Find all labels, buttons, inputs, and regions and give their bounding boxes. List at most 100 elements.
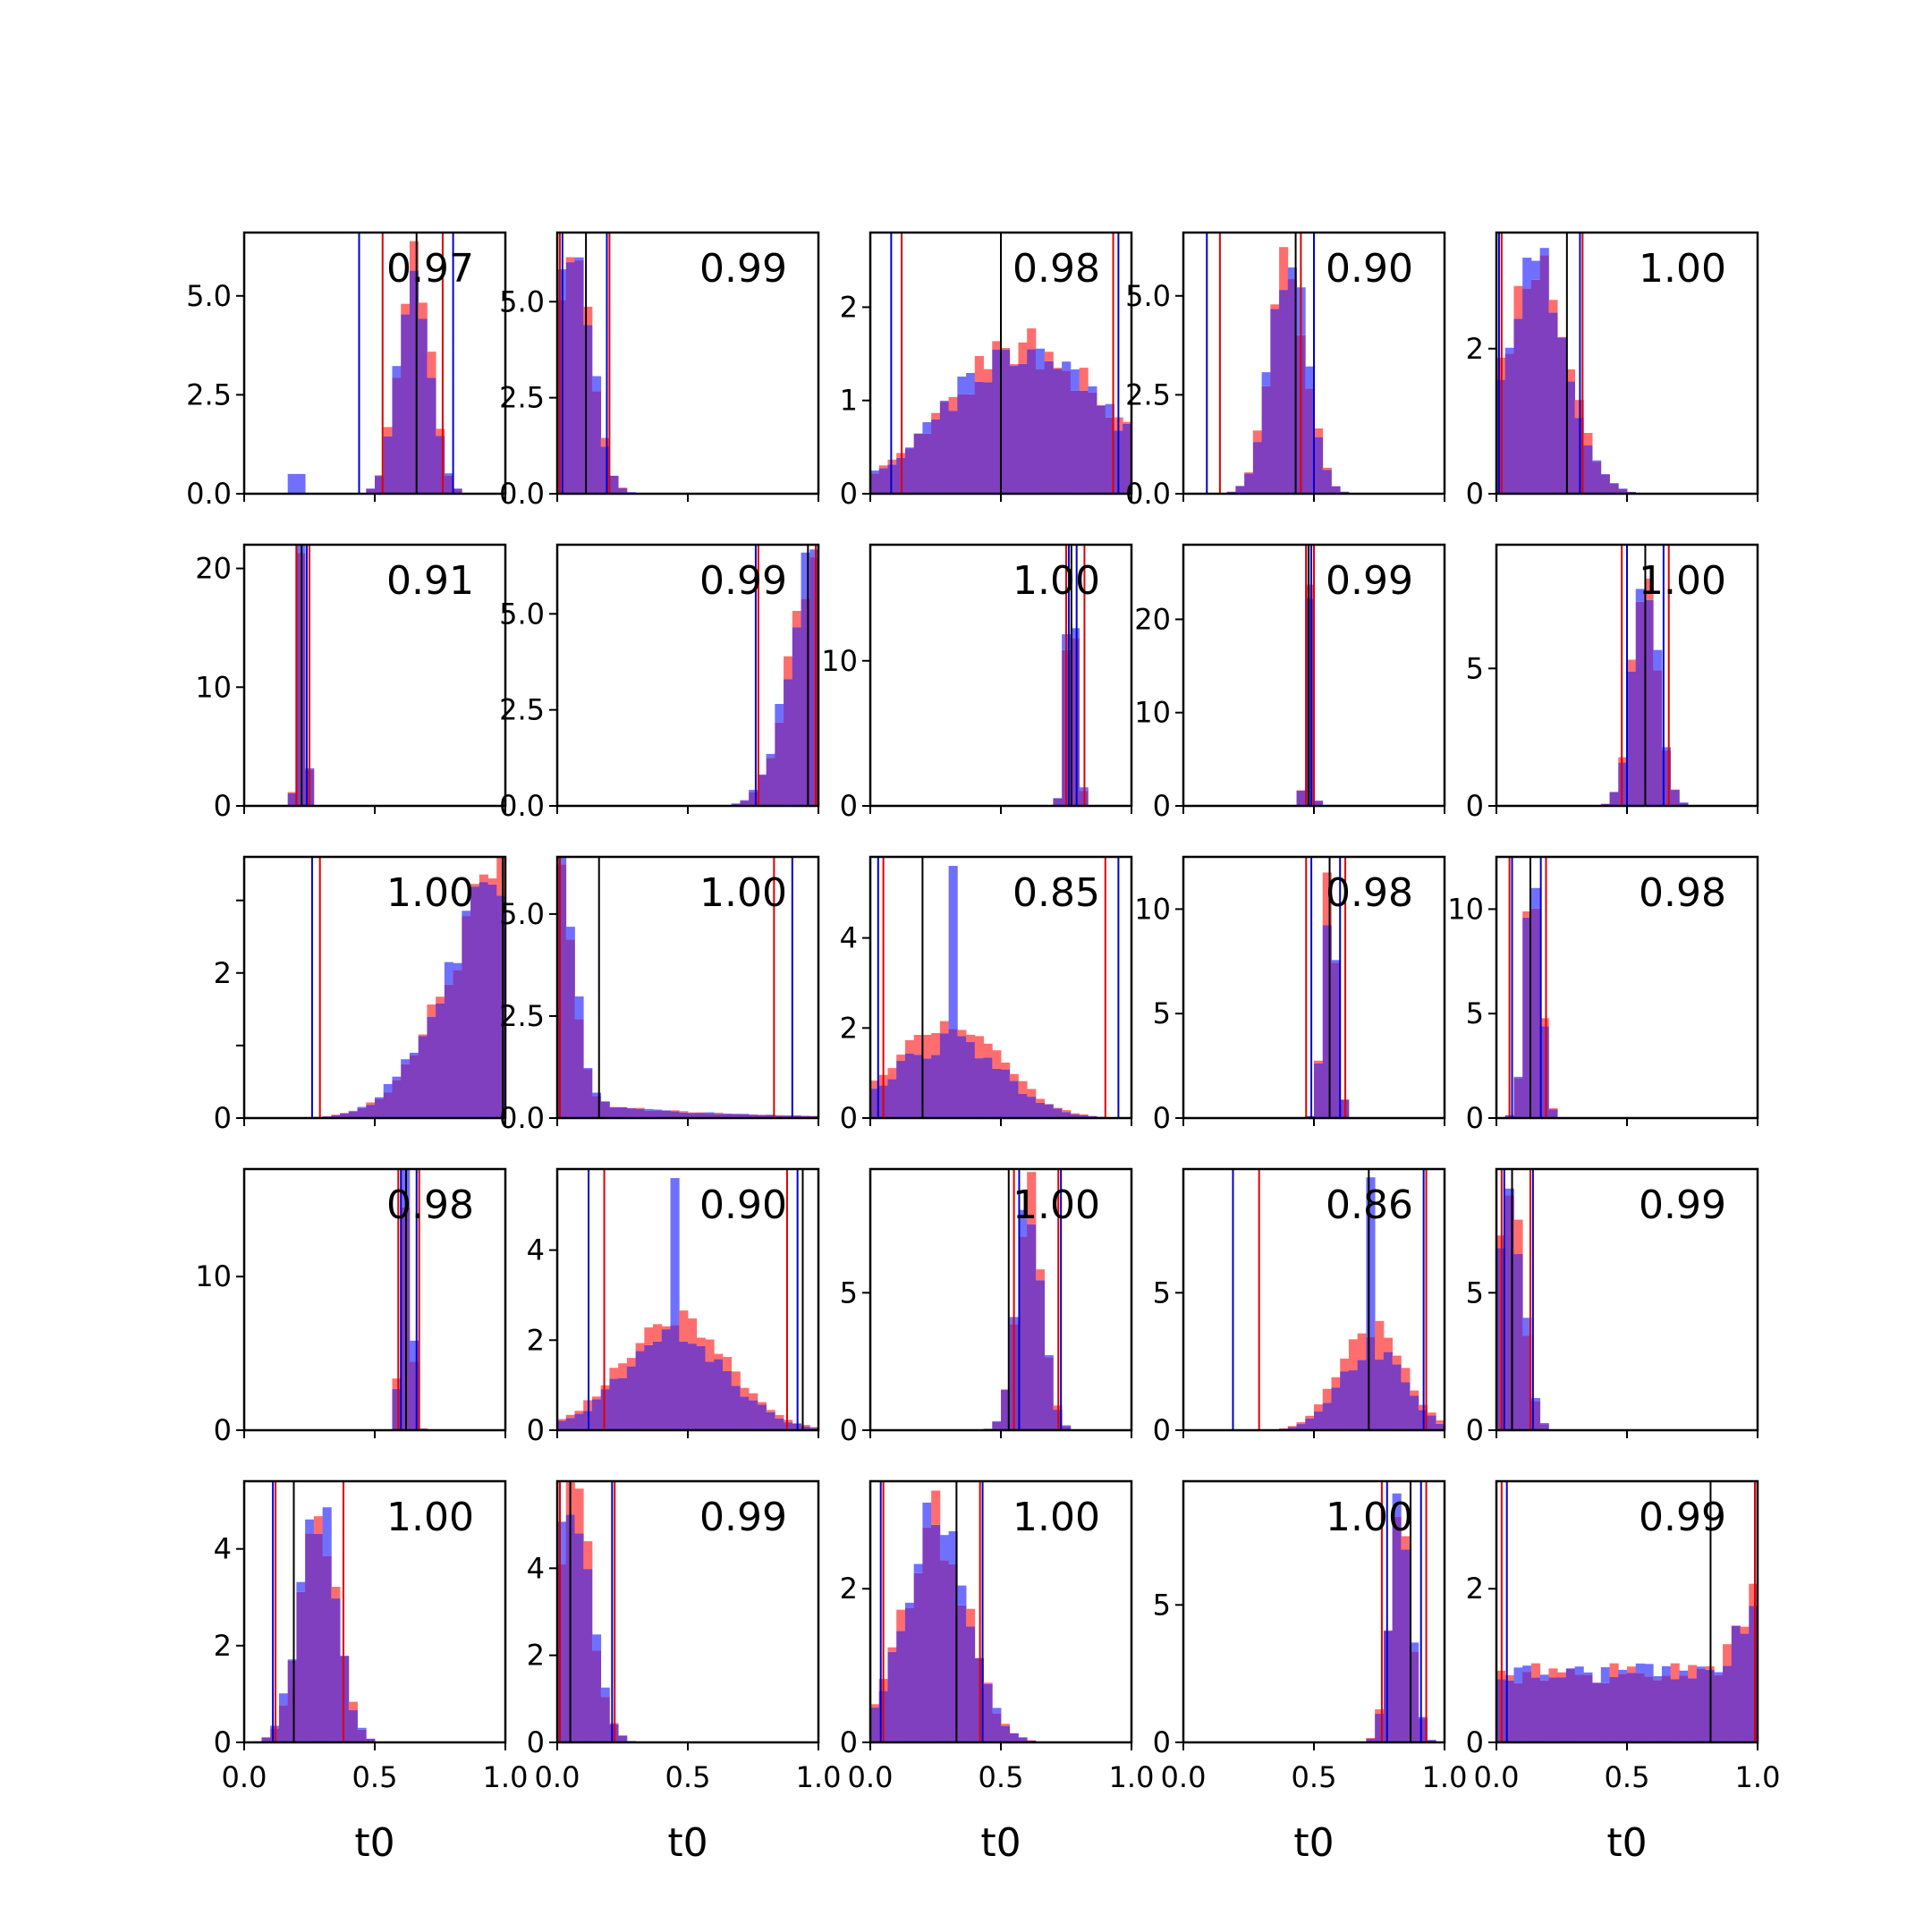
- hist-bar-blue: [392, 366, 402, 378]
- hist-bar-overlap: [1410, 1395, 1419, 1430]
- hist-bar-overlap: [278, 1705, 289, 1742]
- x-tick-label: 0.0: [1161, 1760, 1207, 1794]
- y-tick-label: 2.5: [499, 693, 545, 727]
- hist-bar-blue: [278, 1693, 289, 1706]
- x-tick-label: 0.5: [979, 1760, 1024, 1794]
- hist-bar-red: [1079, 1114, 1089, 1115]
- hist-bar-overlap: [331, 1114, 341, 1118]
- hist-bar-red: [714, 1113, 724, 1114]
- y-tick-label: 2.5: [499, 999, 545, 1033]
- y-tick-label: 0: [1153, 789, 1171, 823]
- y-tick-label: 5.0: [499, 897, 545, 931]
- y-tick-label: 1: [840, 384, 858, 418]
- hist-bar-overlap: [1331, 486, 1341, 494]
- panel-score: 0.85: [1013, 870, 1100, 916]
- hist-bar-overlap: [574, 1413, 584, 1430]
- hist-bar-blue: [731, 803, 741, 804]
- hist-bar-overlap: [1557, 337, 1567, 494]
- hist-bar-red: [1583, 433, 1593, 445]
- hist-bar-overlap: [714, 1359, 724, 1430]
- hist-bar-overlap: [653, 1341, 663, 1430]
- hist-bar-blue: [644, 1108, 654, 1111]
- hist-bar-red: [931, 1033, 941, 1055]
- hist-bar-blue: [1513, 1076, 1523, 1079]
- hist-bar-blue: [1635, 589, 1645, 602]
- hist-bar-overlap: [992, 1068, 1002, 1118]
- hist-bar-overlap: [1296, 1424, 1306, 1430]
- hist-bar-overlap: [618, 1106, 628, 1118]
- hist-bar-overlap: [436, 1003, 445, 1118]
- hist-bar-overlap: [1548, 1677, 1558, 1742]
- y-tick-label: 0.0: [186, 477, 232, 511]
- hist-bar-red: [766, 1410, 775, 1412]
- panel-score: 0.99: [699, 1495, 787, 1540]
- hist-bar-blue: [1070, 628, 1080, 639]
- y-tick-label: 2.5: [186, 377, 232, 411]
- hist-bar-red: [992, 1050, 1002, 1069]
- hist-bar-red: [887, 1647, 897, 1652]
- y-tick-label: 5.0: [499, 597, 545, 631]
- hist-bar-red: [331, 1114, 341, 1115]
- hist-bar-red: [1740, 1626, 1750, 1634]
- hist-bar-overlap: [574, 1533, 584, 1742]
- hist-bar-red: [1392, 1355, 1402, 1365]
- y-tick-label: 0: [1466, 789, 1484, 823]
- y-tick-label: 2: [214, 956, 232, 990]
- hist-bar-overlap: [1009, 1733, 1019, 1742]
- hist-bar-overlap: [1314, 1411, 1324, 1430]
- hist-bar-overlap: [600, 446, 610, 494]
- hist-bar-overlap: [600, 1389, 610, 1430]
- hist-bar-overlap: [1314, 436, 1324, 494]
- hist-bar-red: [1009, 364, 1019, 367]
- hist-bar-red: [348, 1701, 358, 1711]
- hist-bar-overlap: [749, 1114, 758, 1118]
- y-tick-label: 0: [1466, 1725, 1484, 1759]
- hist-bar-red: [757, 1402, 767, 1405]
- hist-bar-overlap: [904, 448, 915, 494]
- y-tick-label: 4: [527, 1551, 545, 1585]
- hist-bar-overlap: [1670, 1679, 1680, 1742]
- hist-bar-overlap: [1749, 1606, 1758, 1742]
- panel-r1-c3: 0 10 20 0.99: [1134, 543, 1446, 823]
- panel-score: 0.86: [1326, 1182, 1413, 1228]
- hist-bar-red: [931, 412, 941, 419]
- hist-bar-red: [705, 1339, 715, 1362]
- hist-bar-overlap: [1392, 1516, 1402, 1742]
- hist-bar-blue: [1287, 267, 1297, 280]
- hist-bar-overlap: [1539, 255, 1549, 494]
- hist-bar-blue: [670, 1178, 680, 1326]
- hist-bar-blue: [809, 549, 819, 558]
- hist-bar-overlap: [479, 882, 488, 1118]
- hist-bar-red: [749, 1393, 758, 1401]
- hist-bar-overlap: [357, 1729, 367, 1742]
- hist-bar-overlap: [1583, 445, 1593, 494]
- hist-bar-overlap: [1018, 1738, 1028, 1742]
- hist-bar-overlap: [1592, 462, 1602, 494]
- hist-bar-blue: [401, 1059, 411, 1064]
- panel-r2-c0: 021.00: [214, 855, 507, 1135]
- hist-bar-overlap: [618, 1377, 628, 1430]
- hist-bar-red: [1401, 1536, 1411, 1550]
- hist-bar-red: [679, 1310, 689, 1342]
- hist-bar-overlap: [983, 1057, 993, 1118]
- hist-bar-overlap: [1530, 1401, 1541, 1430]
- hist-bar-overlap: [348, 1710, 358, 1742]
- hist-bar-blue: [409, 1340, 419, 1362]
- hist-bar-red: [1027, 328, 1037, 350]
- hist-bar-overlap: [1123, 423, 1132, 494]
- hist-bar-overlap: [427, 377, 436, 494]
- hist-bar-red: [878, 465, 888, 469]
- hist-bar-overlap: [784, 679, 793, 806]
- hist-bar-overlap: [1009, 366, 1019, 494]
- hist-bar-overlap: [409, 270, 419, 494]
- panel-r4-c0: 0 2 4 0.0 0.5 1.0 1.00 t0: [214, 1479, 528, 1866]
- y-tick-label: 10: [1447, 892, 1484, 926]
- hist-bar-red: [784, 1419, 793, 1423]
- hist-bar-blue: [1644, 1664, 1654, 1677]
- hist-bar-red: [427, 1004, 436, 1017]
- hist-bar-blue: [453, 962, 462, 970]
- panel-r0-c0: 0.0 2.5 5.0 0.97: [186, 231, 507, 511]
- hist-bar-overlap: [574, 1019, 584, 1118]
- hist-bar-blue: [1661, 747, 1672, 750]
- hist-bar-red: [487, 878, 497, 885]
